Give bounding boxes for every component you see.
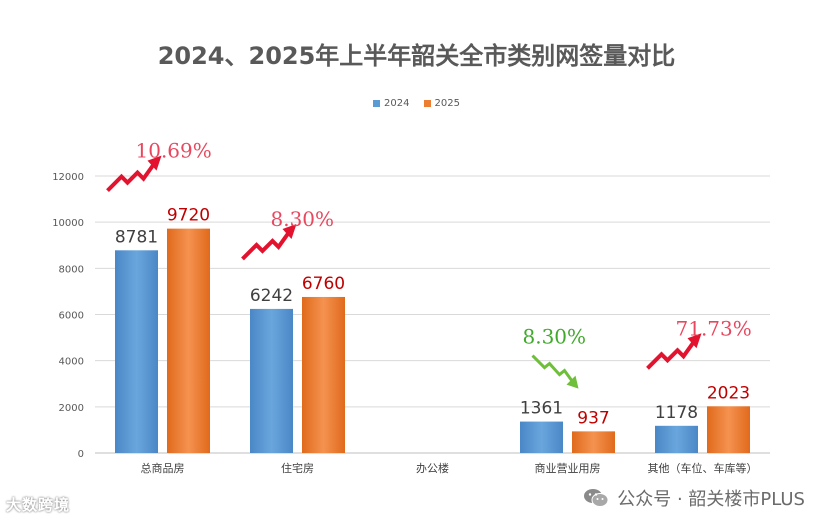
data-label: 6760 <box>302 274 345 294</box>
trend-up-arrow-icon <box>241 231 291 261</box>
trend-up-arrow-icon <box>106 163 156 193</box>
bar-2024-1 <box>250 308 293 453</box>
y-tick-label: 12000 <box>52 172 84 183</box>
annotation-up: 8.30% <box>241 207 335 261</box>
legend-swatch-2024 <box>373 100 381 107</box>
bar-2025-3 <box>572 431 615 453</box>
footer-watermarks: 大数跨境 公众号 · 韶关楼市PLUS <box>0 487 833 523</box>
data-label: 2023 <box>707 383 750 403</box>
change-percent: 8.30% <box>523 325 587 349</box>
bar-2024-3 <box>520 421 563 453</box>
legend-label-2025: 2025 <box>434 98 460 109</box>
y-tick-label: 2000 <box>59 403 84 414</box>
bar-2024-0 <box>115 250 158 453</box>
trend-up-arrow-icon <box>646 341 696 370</box>
y-tick-label: 10000 <box>52 218 84 229</box>
change-percent: 10.69% <box>136 139 212 163</box>
y-tick-label: 8000 <box>59 264 84 275</box>
annotation-down: 8.30% <box>523 325 587 389</box>
trend-up-arrowhead-icon <box>147 155 162 171</box>
change-annotations: 10.69% 8.30% 8.30% 71.73% <box>106 139 752 389</box>
y-tick-label: 0 <box>78 449 84 460</box>
trend-down-arrow-icon <box>531 354 574 383</box>
watermark-left: 大数跨境 <box>6 496 71 514</box>
annotation-up: 10.69% <box>106 139 212 193</box>
data-label: 937 <box>577 408 609 428</box>
data-label: 1178 <box>655 403 698 423</box>
data-label: 9720 <box>167 206 210 226</box>
legend-item-2024: 2024 <box>373 98 410 109</box>
change-percent: 71.73% <box>676 316 752 340</box>
legend-swatch-2025 <box>423 100 431 107</box>
bars <box>115 228 750 453</box>
x-tick-label: 商业营业用房 <box>535 461 601 475</box>
trend-up-arrowhead-icon <box>687 333 702 349</box>
x-tick-label: 其他（车位、车库等） <box>648 461 758 475</box>
data-label: 1361 <box>520 399 563 419</box>
bar-2024-4 <box>655 425 698 453</box>
x-tick-label: 办公楼 <box>416 461 449 475</box>
annotation-up: 71.73% <box>646 316 752 370</box>
legend: 2024 2025 <box>0 98 833 109</box>
bar-2025-1 <box>302 296 345 453</box>
trend-down-arrowhead-icon <box>566 375 579 389</box>
data-labels: 8781 6242 1361 1178 9720 6760 937 2023 <box>115 206 750 429</box>
wechat-icon <box>583 488 609 508</box>
x-tick-label: 住宅房 <box>281 461 314 475</box>
y-tick-label: 6000 <box>59 311 84 322</box>
legend-label-2024: 2024 <box>384 98 410 109</box>
legend-item-2025: 2025 <box>423 98 460 109</box>
trend-up-arrowhead-icon <box>282 223 297 239</box>
x-tick-label: 总商品房 <box>141 461 185 475</box>
bar-2025-4 <box>707 406 750 453</box>
data-label: 6242 <box>250 286 293 306</box>
chart-title: 2024、2025年上半年韶关全市类别网签量对比 <box>157 42 676 70</box>
watermark-right: 公众号 · 韶关楼市PLUS <box>583 485 805 511</box>
bar-2025-0 <box>167 228 210 453</box>
watermark-right-text: 公众号 · 韶关楼市PLUS <box>617 489 805 510</box>
change-percent: 8.30% <box>271 207 335 231</box>
y-tick-label: 4000 <box>59 357 84 368</box>
data-label: 8781 <box>115 227 158 247</box>
